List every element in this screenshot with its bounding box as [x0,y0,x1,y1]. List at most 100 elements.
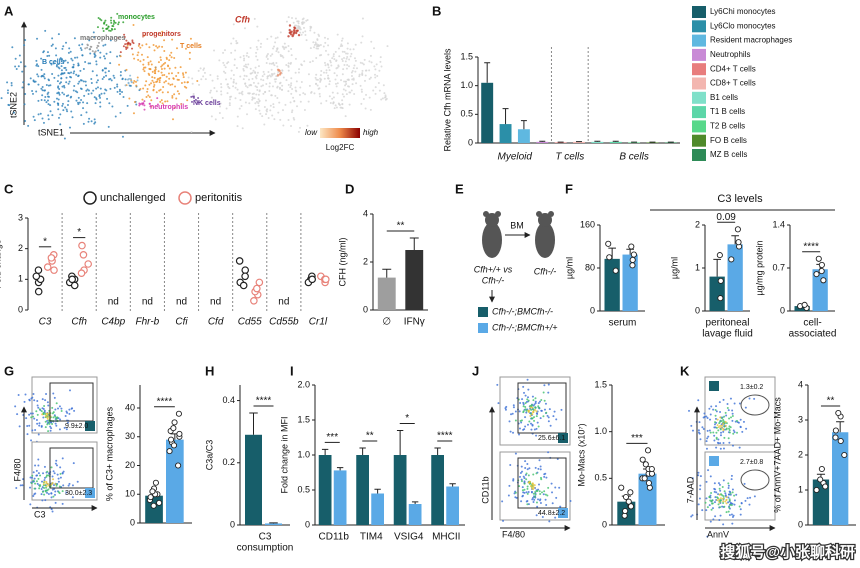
cell-dot [124,84,127,87]
cell-dot [80,114,83,117]
cell-dot [719,514,722,517]
cell-dot [274,80,277,83]
cell-dot [727,484,730,487]
cell-dot [148,74,151,77]
cell-dot [45,475,48,478]
cell-dot [175,75,178,78]
cell-dot [273,72,276,75]
cell-dot [46,51,49,54]
data-point [147,494,154,501]
cell-dot [709,494,712,497]
cell-dot [340,43,343,46]
cell-dot [716,418,719,421]
cell-dot [547,486,550,489]
cell-dot [532,492,535,495]
cell-dot [51,114,54,117]
cell-dot [82,67,85,70]
cell-dot [346,55,349,58]
cell-dot [33,399,36,402]
cell-dot [724,500,727,503]
cell-dot [213,49,216,52]
cell-dot [18,54,21,57]
cell-dot [163,49,166,52]
cell-dot [62,60,65,63]
cell-dot [34,80,37,83]
cell-dot [59,466,62,469]
cell-dot [287,65,290,68]
cell-dot [267,116,270,119]
cell-dot [509,463,512,466]
cell-dot [125,47,128,50]
cell-dot [291,109,294,112]
cell-dot [55,97,58,100]
cell-dot [41,89,44,92]
cell-dot [547,416,550,419]
cell-dot [96,79,99,82]
cell-dot [254,76,257,79]
cell-dot [124,46,127,49]
cell-dot [49,104,52,107]
cell-dot [232,74,235,77]
cell-dot [251,96,254,99]
cell-dot [150,99,153,102]
cell-dot [30,416,33,419]
cell-dot [266,57,269,60]
cell-dot [289,101,292,104]
cell-dot [223,64,226,67]
cell-dot [715,431,718,434]
bar [536,141,549,143]
cell-dot [43,89,46,92]
y-tick-label: 0 [590,305,595,315]
axis-label: 7-AAD [685,476,695,503]
cell-dot [264,99,267,102]
cell-dot [50,466,53,469]
cell-dot [149,60,152,63]
cell-dot [323,77,326,80]
cell-dot [248,78,251,81]
cell-dot [95,81,98,84]
cell-dot [225,78,228,81]
cell-dot [33,477,36,480]
cell-dot [719,410,722,413]
cell-dot [360,102,363,105]
cell-dot [176,90,179,93]
data-point [156,499,163,506]
cell-dot [533,428,536,431]
cell-dot [171,38,174,41]
cell-dot [254,102,257,105]
cell-dot [256,58,259,61]
cell-dot [161,102,164,105]
cell-dot [525,478,528,481]
cell-dot [204,78,207,81]
cell-dot [717,429,720,432]
cell-dot [137,58,140,61]
cell-dot [315,73,318,76]
cell-dot [47,114,50,117]
cell-dot [257,82,260,85]
significance-label: **** [256,396,272,407]
error-bar [539,140,546,142]
cell-dot [56,416,59,419]
cell-dot [514,419,517,422]
axis-label: F4/80 [502,529,525,539]
cell-dot [117,21,120,24]
cell-dot [53,100,56,103]
cell-dot [138,104,141,107]
cell-dot [313,92,316,95]
cell-dot [539,502,542,505]
cell-dot [109,62,112,65]
cell-dot [247,63,250,66]
cell-dot [242,54,245,57]
cell-dot [43,405,46,408]
data-point [644,447,652,454]
data-point [241,266,250,274]
cell-dot [278,82,281,85]
cell-dot [60,69,63,72]
cell-dot [722,447,725,450]
cell-dot [63,84,66,87]
gate [740,394,770,416]
cell-dot [368,69,371,72]
cell-dot [94,102,97,105]
cell-dot [244,101,247,104]
cell-dot [64,106,67,109]
